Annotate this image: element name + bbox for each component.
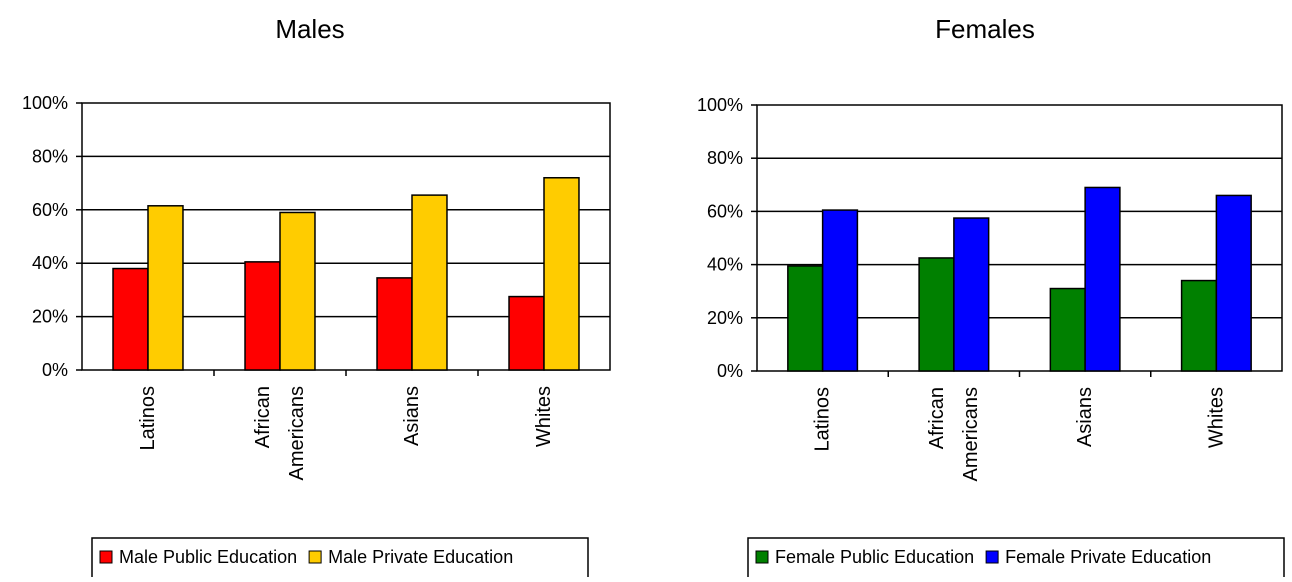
bar-female-public-education-0 [787,265,824,372]
y-tick-label: 20% [707,308,743,328]
y-tick-label: 60% [32,200,68,220]
bar-male-private-education-0 [147,205,184,371]
x-tick-label: Whites [1205,387,1227,448]
bar-female-private-education-0 [821,209,859,372]
chart-1: Females 0% 20% 40% 60% 80% 100% Latinos African A… [697,14,1285,581]
y-tick-label: 80% [707,148,743,168]
y-tick-label: 20% [32,307,68,327]
bar-male-private-education-3 [543,177,580,371]
legend-swatch-1 [985,550,999,564]
y-tick-label: 100% [22,93,68,113]
y-tick-label: 100% [697,95,743,115]
bar-female-public-education-1 [918,257,955,372]
x-tick-label: African [926,387,948,449]
bar-female-private-education-1 [953,217,990,372]
legend-label-1: Male Private Education [328,547,513,567]
x-tick-label: African [252,386,274,448]
legend-swatch-0 [99,550,113,564]
legend-swatch-1 [308,550,322,564]
x-tick-label: Americans [960,387,982,481]
legend-label-0: Female Public Education [775,547,974,567]
y-tick-label: 40% [32,253,68,273]
x-tick-label: Americans [286,386,308,480]
bar-female-public-education-3 [1180,279,1218,372]
x-tick-label: Whites [533,386,555,447]
x-tick-label: Asians [1074,387,1096,447]
y-tick-label: 40% [707,255,743,275]
bar-female-public-education-2 [1049,287,1086,372]
chart-title: Males [275,14,344,44]
legend-label-0: Male Public Education [119,547,297,567]
legend [747,537,1285,581]
bar-male-public-education-3 [508,295,545,371]
bar-male-private-education-2 [411,194,448,371]
bar-male-public-education-1 [244,261,281,371]
bar-female-private-education-2 [1084,186,1121,372]
legend-label-1: Female Private Education [1005,547,1211,567]
y-tick-label: 60% [707,201,743,221]
y-tick-label: 0% [42,360,68,380]
x-tick-label: Latinos [812,387,834,452]
chart-0: Males 0% 20% 40% 60% 80% 100% Latinos African Ame… [22,14,611,581]
x-tick-label: Asians [401,386,423,446]
x-tick-label: Latinos [137,386,159,451]
bar-male-public-education-2 [376,277,413,371]
bar-female-private-education-3 [1215,194,1252,372]
y-tick-label: 80% [32,146,68,166]
y-tick-label: 0% [717,361,743,381]
bar-male-public-education-0 [112,267,149,371]
legend-swatch-0 [755,550,769,564]
bar-male-private-education-1 [279,211,316,371]
chart-title: Females [935,14,1035,44]
